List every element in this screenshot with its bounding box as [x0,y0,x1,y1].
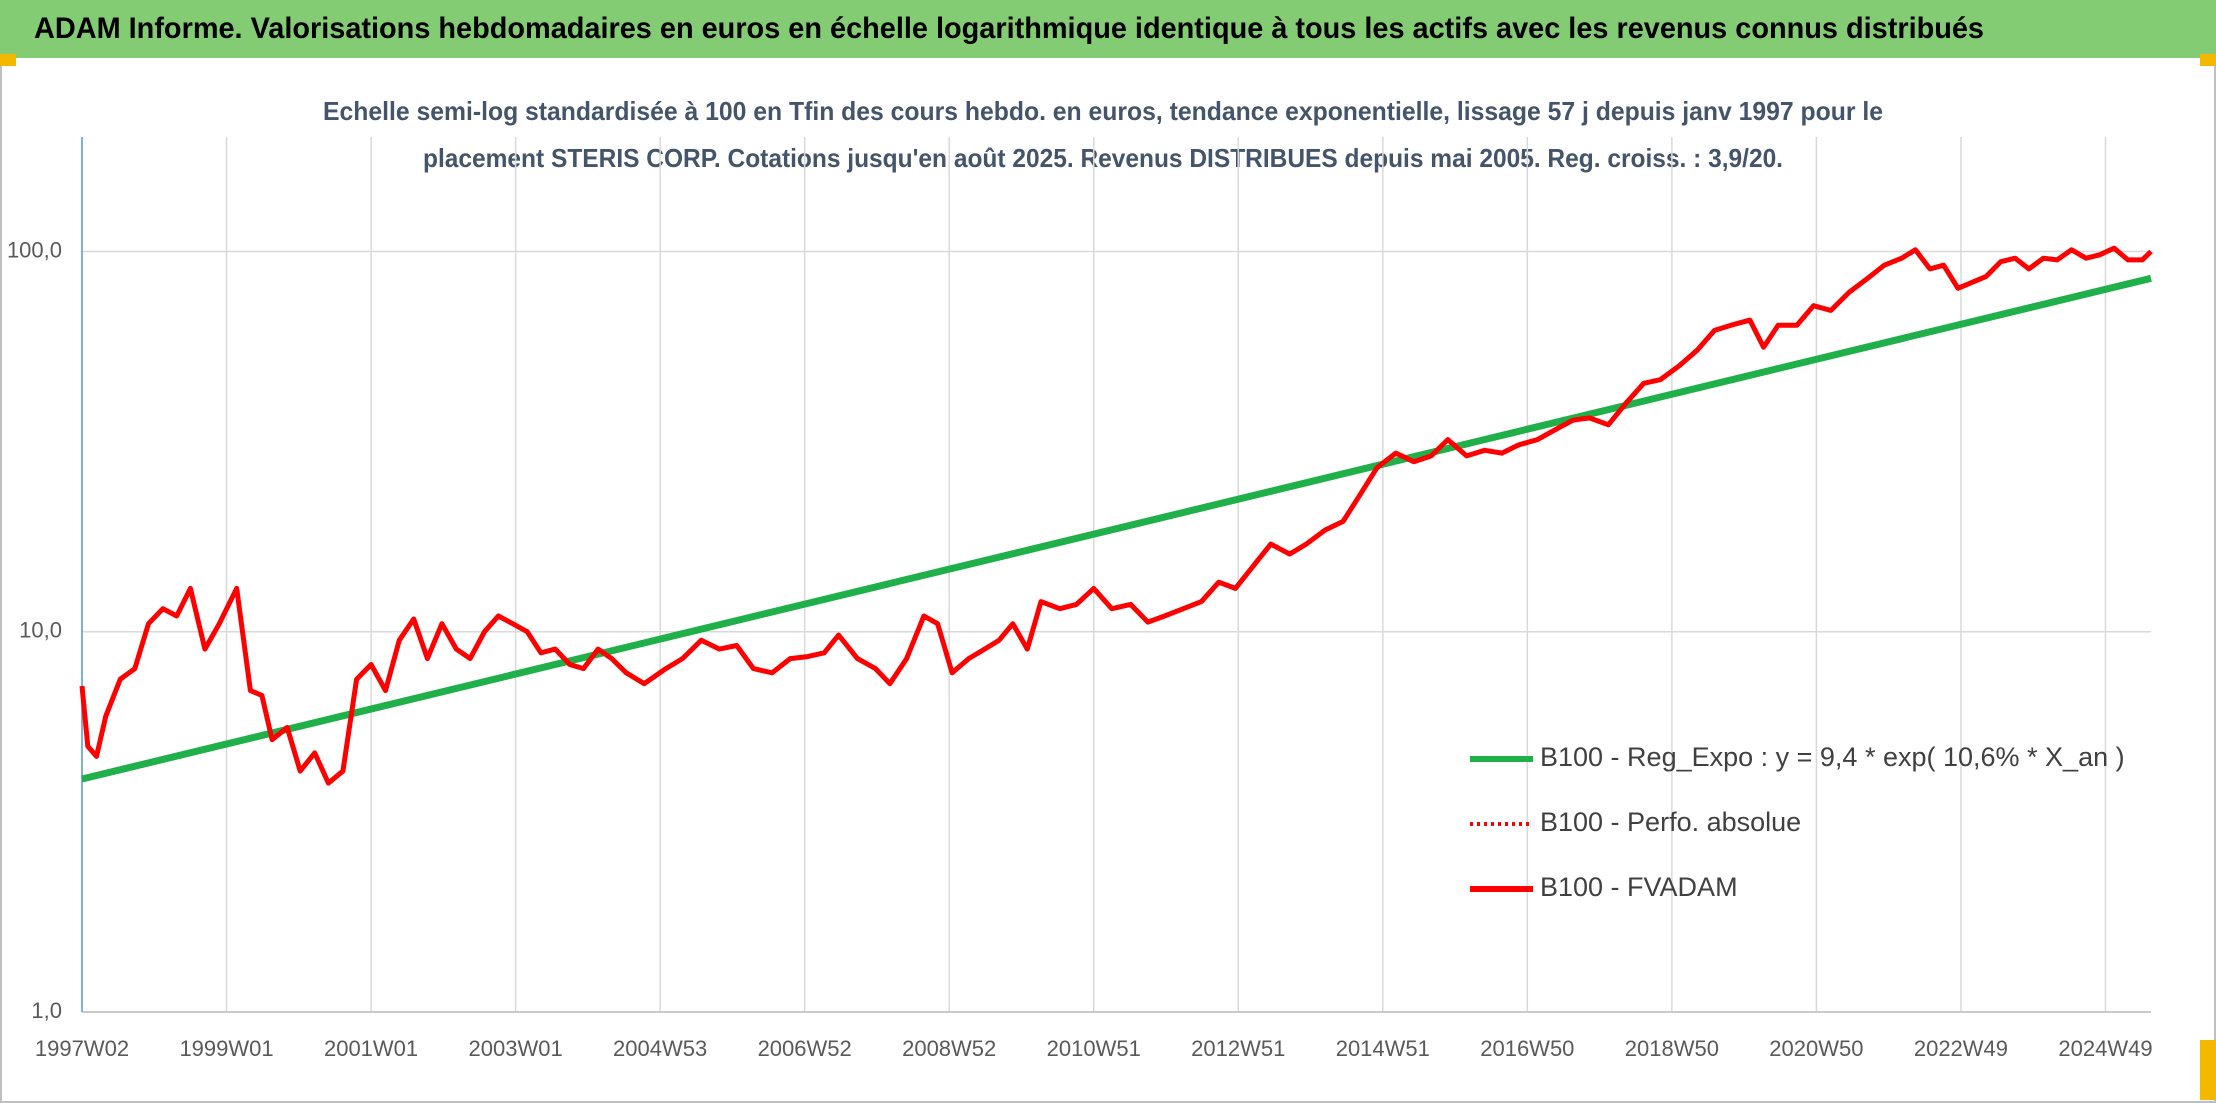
legend-label: B100 - FVADAM [1540,872,1738,902]
x-tick-label: 1999W01 [179,1036,273,1061]
x-tick-label: 2014W51 [1336,1036,1430,1061]
x-tick-label: 1997W02 [35,1036,129,1061]
x-tick-label: 2008W52 [902,1036,996,1061]
x-tick-label: 2010W51 [1047,1036,1141,1061]
subtitle: Echelle semi-log standardisée à 100 en T… [323,96,1883,126]
chart-title: ADAM Informe. Valorisations hebdomadaire… [34,12,1984,45]
x-tick-label: 2012W51 [1191,1036,1285,1061]
x-tick-label: 2024W49 [2058,1036,2152,1061]
y-tick-label: 1,0 [31,998,62,1023]
legend-label: B100 - Perfo. absolue [1540,807,1801,837]
x-tick-label: 2001W01 [324,1036,418,1061]
y-tick-label: 100,0 [7,237,62,262]
x-tick-label: 2016W50 [1480,1036,1574,1061]
x-tick-label: 2018W50 [1625,1036,1719,1061]
legend-label: B100 - Reg_Expo : y = 9,4 * exp( 10,6% *… [1540,742,2125,772]
title-banner [0,0,2216,58]
corner [2200,1040,2216,1100]
subtitle: placement STERIS CORP. Cotations jusqu'e… [423,143,1783,173]
series-line [79,245,2153,786]
x-tick-label: 2003W01 [469,1036,563,1061]
x-tick-label: 2020W50 [1769,1036,1863,1061]
corner [0,54,16,66]
x-tick-label: 2004W53 [613,1036,707,1061]
corner [2200,54,2216,66]
y-tick-label: 10,0 [19,618,62,643]
x-tick-label: 2006W52 [758,1036,852,1061]
series-line [81,274,2152,783]
x-tick-label: 2022W49 [1914,1036,2008,1061]
